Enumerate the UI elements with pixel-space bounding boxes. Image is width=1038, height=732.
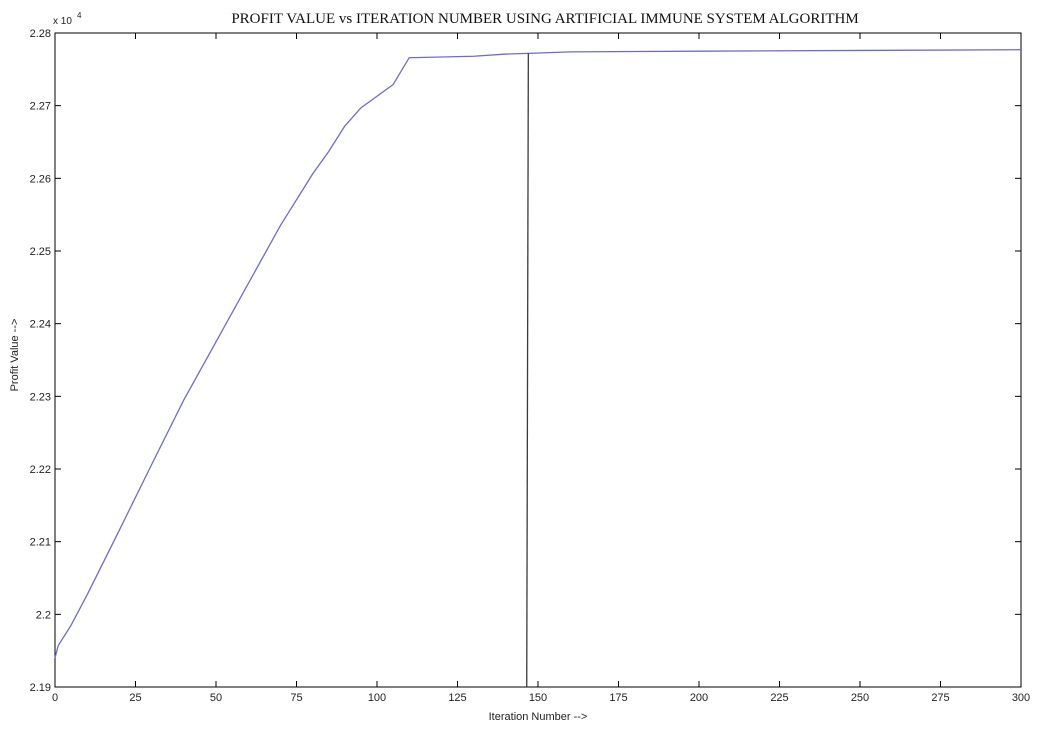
x-tick-label: 50 [210, 692, 222, 704]
y-axis-label: Profit Value --> [9, 319, 21, 392]
x-tick-label: 200 [690, 692, 708, 704]
x-tick-label: 175 [609, 692, 627, 704]
x-tick-label: 25 [129, 692, 141, 704]
x-tick-label: 275 [931, 692, 949, 704]
y-tick-label: 2.25 [30, 246, 51, 258]
y-multiplier-exp: 4 [77, 11, 82, 20]
x-tick-label: 125 [448, 692, 466, 704]
x-axis-label: Iteration Number --> [489, 711, 588, 723]
x-tick-label: 150 [529, 692, 547, 704]
x-tick-label: 100 [368, 692, 386, 704]
y-tick-label: 2.23 [30, 391, 51, 403]
plot-area [54, 32, 1022, 688]
plot-frame [54, 32, 1022, 688]
axis-ticks: 0 25 50 75 100 125 150 175 200 225 250 275 300 2.19 2.… [30, 28, 1031, 704]
x-tick-label: 225 [770, 692, 788, 704]
y-tick-label: 2.28 [30, 28, 51, 40]
y-tick-label: 2.2 [36, 609, 51, 621]
y-tick-label: 2.27 [30, 101, 51, 113]
x-tick-label: 0 [52, 692, 58, 704]
chart-title: PROFIT VALUE vs ITERATION NUMBER USING A… [231, 11, 858, 27]
series-line-2 [526, 53, 529, 688]
x-tick-label: 75 [290, 692, 302, 704]
y-multiplier-base: x 10 [53, 16, 72, 27]
x-tick-label: 300 [1012, 692, 1030, 704]
x-tick-label: 250 [851, 692, 869, 704]
y-tick-label: 2.24 [30, 319, 51, 331]
y-tick-label: 2.26 [30, 173, 51, 185]
y-tick-label: 2.21 [30, 537, 51, 549]
y-tick-label: 2.19 [30, 682, 51, 694]
y-tick-label: 2.22 [30, 464, 51, 476]
